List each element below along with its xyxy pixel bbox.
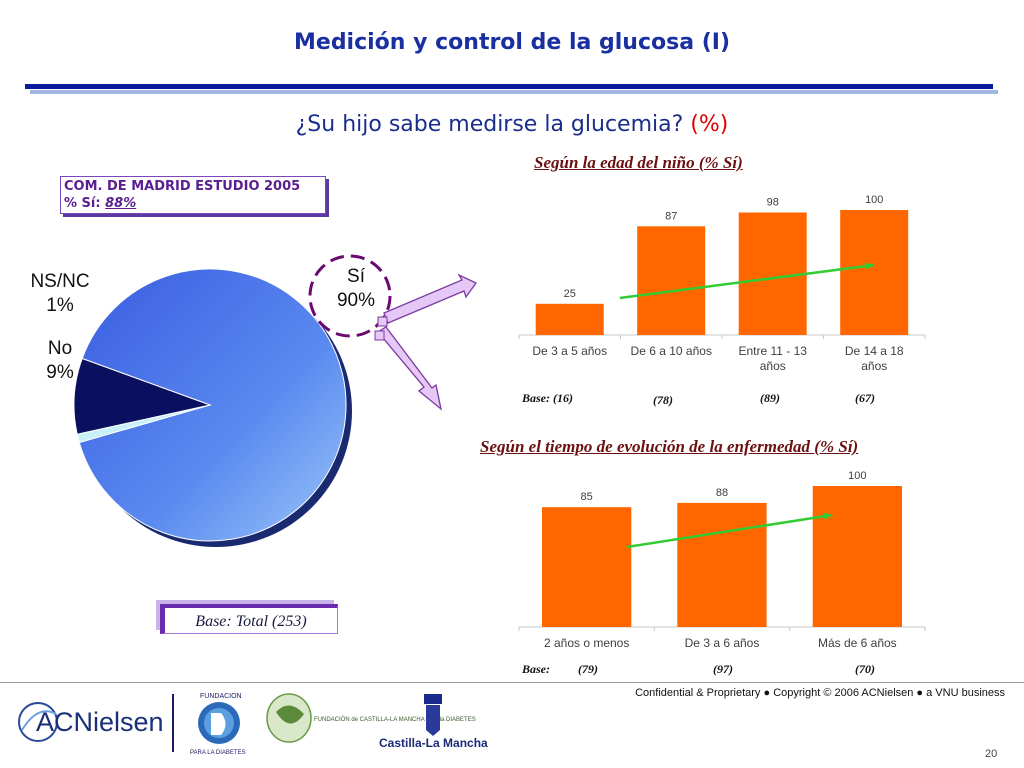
svg-text:Castilla-La Mancha: Castilla-La Mancha xyxy=(379,736,488,750)
chart-evolution-base-2: (70) xyxy=(855,662,875,676)
chart-evolution-base-label: Base: xyxy=(522,662,550,676)
bar-value-label-0: 85 xyxy=(581,491,593,503)
bar-chart-age: 25 De 3 a 5 años 87 De 6 a 10 años 98 Entre 1… xyxy=(518,194,926,373)
pie-slice-si xyxy=(78,268,347,542)
castilla-la-mancha-logo: Castilla-La Mancha xyxy=(379,694,488,750)
chart-age-base-1: (78) xyxy=(653,393,673,407)
trend-arrow-head-icon xyxy=(865,262,875,270)
si-highlight-circle xyxy=(308,254,392,338)
logo-separator xyxy=(172,694,174,752)
chart-age-base-3: (67) xyxy=(855,391,875,405)
question-unit: (%) xyxy=(690,112,729,137)
madrid-study-value: 88% xyxy=(105,196,137,211)
arrow-down-right-icon xyxy=(377,326,443,411)
bar-1 xyxy=(637,226,706,336)
pie-label-nsnc: NS/NC 1% xyxy=(20,270,100,318)
arrow-connector-2 xyxy=(374,330,385,341)
trend-arrow-line xyxy=(626,513,833,549)
bar-value-label-1: 87 xyxy=(665,210,677,222)
madrid-study-value-row: % Sí: 88% xyxy=(64,195,322,212)
madrid-study-box: COM. DE MADRID ESTUDIO 2005 % Sí: 88% xyxy=(60,176,326,214)
bar-value-label-0: 25 xyxy=(564,288,576,300)
madrid-study-title: COM. DE MADRID ESTUDIO 2005 xyxy=(64,179,301,194)
bar-value-label-2: 100 xyxy=(848,470,866,482)
chart-evolution-title: Según el tiempo de evolución de la enfer… xyxy=(480,437,859,456)
pie-label-si-value: 90% xyxy=(336,290,376,311)
pie-label-nsnc-value: 1% xyxy=(46,295,74,316)
confidential-notice: Confidential & Proprietary ● Copyright ©… xyxy=(635,687,1005,699)
bar-1 xyxy=(677,502,767,627)
pie-chart xyxy=(73,268,352,547)
page-title: Medición y control de la glucosa (I) xyxy=(294,30,730,55)
title-divider xyxy=(25,84,993,89)
question-text: ¿Su hijo sabe medirse la glucemia? xyxy=(295,112,684,137)
x-tick-label-1: De 3 a 6 años xyxy=(685,636,760,650)
chart-evolution-base-0: (79) xyxy=(578,662,598,676)
fundacion-clm-logo: FUNDACIÓN de CASTILLA-LA MANCHA para la … xyxy=(266,693,476,743)
fundacion-diabetes-logo: FUNDACION PARA LA DIABETES xyxy=(190,693,246,756)
question-heading: ¿Su hijo sabe medirse la glucemia? (%) xyxy=(0,112,1024,137)
pie-label-si-name: Sí xyxy=(347,266,365,287)
x-tick-label-0: 2 años o menos xyxy=(544,636,629,650)
page-number: 20 xyxy=(985,748,998,760)
bar-0 xyxy=(535,303,604,336)
x-tick-label-2: Entre 11 - 13 años xyxy=(739,344,808,373)
chart-age-title: Según la edad del niño (% Sí) xyxy=(534,153,743,172)
pie-label-nsnc-name: NS/NC xyxy=(30,271,90,292)
bar-value-label-3: 100 xyxy=(865,194,883,206)
pie-label-no-name: No xyxy=(47,338,73,359)
x-tick-label-0: De 3 a 5 años xyxy=(532,344,607,358)
x-tick-label-2: Más de 6 años xyxy=(818,636,897,650)
bar-value-label-2: 98 xyxy=(767,197,779,209)
bar-2 xyxy=(738,212,807,335)
bar-3 xyxy=(840,210,909,335)
title-divider-shadow xyxy=(30,90,998,94)
svg-text:FUNDACION: FUNDACION xyxy=(200,693,242,700)
base-total-box: Base: Total (253) xyxy=(160,604,338,634)
bar-2 xyxy=(812,486,902,627)
chart-evolution-base-1: (97) xyxy=(713,662,733,676)
trend-arrow-head-icon xyxy=(823,512,833,520)
x-tick-label-1: De 6 a 10 años xyxy=(631,344,712,358)
trend-arrow-line xyxy=(619,263,875,300)
svg-text:PARA LA DIABETES: PARA LA DIABETES xyxy=(190,750,246,756)
chart-age-base-label: Base: (16) xyxy=(522,391,573,405)
bar-value-label-1: 88 xyxy=(716,487,728,499)
pie-label-si: Sí 90% xyxy=(325,265,387,313)
svg-text:ACNielsen: ACNielsen xyxy=(36,707,164,737)
footer-logos: ACNielsen FUNDACION PARA LA DIABETES FUN… xyxy=(18,693,488,756)
svg-text:FUNDACIÓN de CASTILLA-LA MANCH: FUNDACIÓN de CASTILLA-LA MANCHA para la … xyxy=(314,716,476,723)
madrid-study-label: % Sí: xyxy=(64,196,101,211)
chart-age-base-0: (16) xyxy=(553,391,573,405)
x-tick-label-3: De 14 a 18 años xyxy=(845,344,904,373)
bar-chart-evolution: 85 2 años o menos 88 De 3 a 6 años 100 Más de… xyxy=(518,470,926,650)
bar-0 xyxy=(542,507,632,627)
arrow-connector-1 xyxy=(377,316,388,327)
pie-label-no-value: 9% xyxy=(46,362,74,383)
arrow-up-right-icon xyxy=(383,273,477,324)
callout-arrows xyxy=(308,254,477,411)
acnielsen-logo: ACNielsen xyxy=(18,702,164,742)
footer-divider xyxy=(0,682,1024,683)
pie-label-no: No 9% xyxy=(25,337,95,385)
chart-age-base-2: (89) xyxy=(760,391,780,405)
pie-slice-no xyxy=(73,357,212,435)
pie-slices xyxy=(73,268,347,542)
